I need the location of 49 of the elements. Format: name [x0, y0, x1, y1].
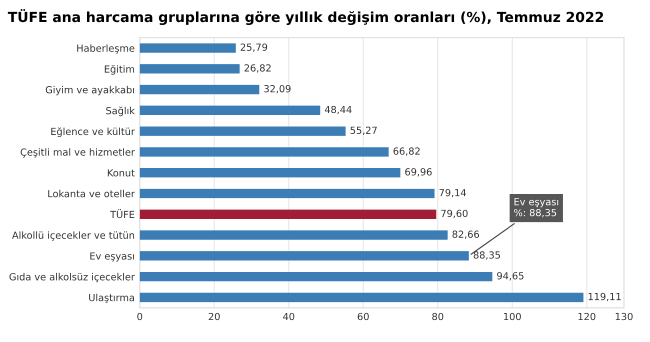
bar — [140, 43, 236, 53]
y-tick-label: Gıda ve alkolsüz içecekler — [9, 272, 135, 282]
data-label: 26,82 — [244, 64, 271, 73]
x-tick-label: 40 — [283, 312, 294, 320]
data-label: 69,96 — [405, 168, 432, 177]
annotation: Ev eşyası %: 88,35 — [514, 198, 558, 218]
data-label: 48,44 — [324, 106, 352, 114]
y-tick-label: Sağlık — [106, 106, 135, 116]
x-tick-label: 0 — [137, 312, 142, 320]
data-label: 55,27 — [350, 126, 377, 135]
bar — [140, 106, 320, 116]
data-label: 119,11 — [588, 292, 621, 302]
x-tick-label: 100 — [504, 312, 521, 320]
bar — [140, 272, 492, 282]
y-tick-label: Haberleşme — [77, 44, 134, 54]
data-label: 94,65 — [497, 272, 524, 280]
bar — [140, 251, 469, 261]
chart-title: TÜFE ana harcama gruplarına göre yıllık değişim oranları (%), Temmuz 2022 — [8, 9, 604, 26]
bar — [140, 126, 346, 136]
data-label: 66,82 — [394, 147, 420, 156]
bar — [140, 64, 240, 74]
data-label: 25,79 — [240, 43, 268, 52]
y-tick-label: Konut — [108, 169, 135, 177]
data-label: 32,09 — [264, 85, 291, 94]
x-tick-label: 20 — [208, 312, 220, 320]
x-tick-label: 60 — [358, 312, 369, 320]
y-tick-label: TÜFE — [110, 209, 134, 218]
data-label: 79,60 — [441, 210, 468, 218]
y-tick-label: Lokanta ve oteller — [48, 190, 135, 198]
bar — [140, 230, 448, 240]
y-tick-label: Giyim ve ayakkabı — [46, 86, 134, 96]
x-tick-label: 80 — [432, 312, 444, 320]
x-tick-label: 130 — [616, 312, 633, 320]
bar — [140, 147, 389, 157]
y-tick-label: Alkollü içecekler ve tütün — [12, 231, 134, 241]
bar — [140, 292, 584, 302]
y-tick-label: Ulaştırma — [89, 294, 134, 303]
y-tick-label: Ev eşyası — [90, 252, 134, 262]
y-tick-label: Çeşitli mal ve hizmetler — [20, 148, 135, 158]
data-label: 82,66 — [452, 230, 480, 239]
y-tick-label: Eğlence ve kültür — [51, 127, 135, 137]
data-label: 79,14 — [440, 188, 466, 198]
bar — [140, 188, 435, 198]
bar — [140, 210, 436, 219]
x-tick-label: 120 — [578, 312, 596, 320]
bar — [140, 84, 260, 94]
bar — [140, 168, 400, 178]
y-tick-label: Eğitim — [104, 64, 134, 75]
data-label: 88,35 — [474, 251, 500, 260]
